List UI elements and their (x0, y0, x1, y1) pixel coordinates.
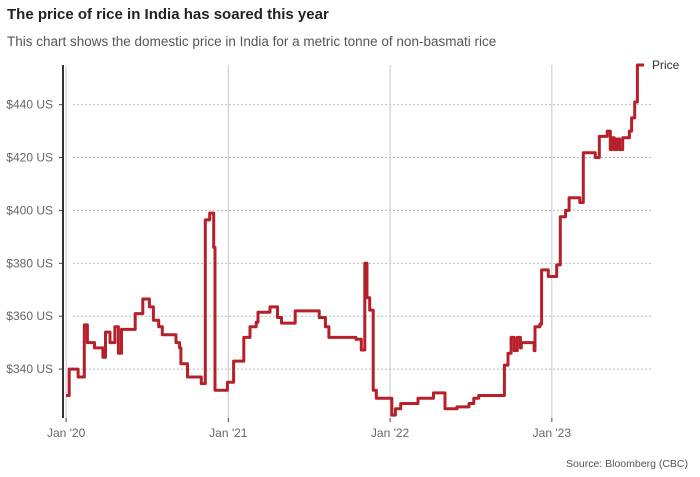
y-tick-label: $420 US (6, 151, 53, 165)
chart-title: The price of rice in India has soared th… (7, 6, 329, 23)
y-tick-label: $360 US (6, 309, 53, 323)
x-tick-label: Jan '23 (533, 426, 572, 440)
y-tick-label: $340 US (6, 362, 53, 376)
y-tick-label: $380 US (6, 256, 53, 270)
y-tick-label: $400 US (6, 203, 53, 217)
y-tick-label: $440 US (6, 98, 53, 112)
series-line-price (66, 63, 644, 417)
x-tick-label: Jan '21 (209, 426, 248, 440)
source-note: Source: Bloomberg (CBC) (566, 458, 688, 470)
x-tick-label: Jan '22 (371, 426, 410, 440)
series-label: Price (652, 58, 680, 72)
x-tick-label: Jan '20 (47, 426, 86, 440)
chart-subtitle: This chart shows the domestic price in I… (7, 34, 497, 49)
